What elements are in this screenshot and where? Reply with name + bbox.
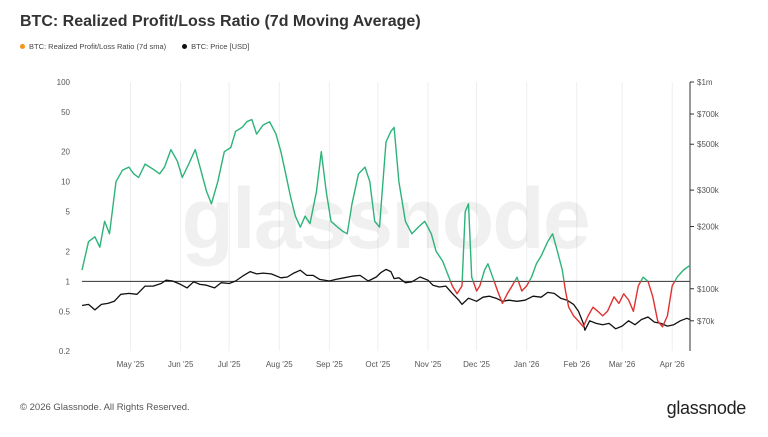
chart-title: BTC: Realized Profit/Loss Ratio (7d Movi… <box>20 13 421 30</box>
legend-dot-ratio <box>20 44 25 49</box>
y-right-tick-label: $70k <box>697 317 715 326</box>
series-layer <box>81 118 691 331</box>
y-right-tick-label: $700k <box>697 110 720 119</box>
x-tick-label: Jan '26 <box>514 360 540 369</box>
ratio-series-loss-segment <box>472 281 482 292</box>
ratio-series-loss-segment <box>493 280 516 305</box>
ratio-series-profit-segment <box>480 263 495 282</box>
ratio-series-profit-segment <box>514 276 520 282</box>
y-right-tick-label: $200k <box>697 223 720 232</box>
y-right-tick-label: $300k <box>697 186 720 195</box>
y-left-tick-label: 100 <box>57 78 71 87</box>
legend-item-ratio[interactable]: BTC: Realized Profit/Loss Ratio (7d sma) <box>20 42 166 51</box>
x-tick-label: Nov '25 <box>415 360 442 369</box>
ratio-series-loss-segment <box>647 280 676 328</box>
ratio-series-profit-segment <box>461 203 474 282</box>
x-tick-label: Aug '25 <box>266 360 293 369</box>
x-tick-label: Oct '25 <box>365 360 391 369</box>
copyright-text: © 2026 Glassnode. All Rights Reserved. <box>20 402 190 413</box>
y-left-tick-label: 20 <box>61 148 70 157</box>
legend-dot-price <box>182 44 188 49</box>
x-tick-label: Apr '26 <box>660 360 686 369</box>
y-left-tick-label: 1 <box>66 277 71 286</box>
x-tick-label: May '25 <box>117 360 145 369</box>
chart-legend: BTC: Realized Profit/Loss Ratio (7d sma)… <box>20 42 249 51</box>
y-right-tick-label: $1m <box>697 78 713 87</box>
ratio-series-loss-segment <box>449 281 463 295</box>
y-left-tick-label: 0.2 <box>59 347 71 356</box>
x-tick-label: Jul '25 <box>218 360 241 369</box>
x-tick-label: Jun '25 <box>168 360 194 369</box>
y-left-tick-label: 10 <box>61 178 70 187</box>
x-tick-label: Mar '26 <box>609 360 636 369</box>
y-right-tick-label: $100k <box>697 285 720 294</box>
ratio-series-loss-segment <box>517 280 530 292</box>
ratio-series-profit-segment <box>528 233 565 282</box>
ratio-series-profit-segment <box>640 276 649 282</box>
grid-layer <box>130 82 673 351</box>
ratio-series-loss-segment <box>563 280 642 328</box>
x-tick-label: Dec '25 <box>463 360 490 369</box>
price-series-line <box>81 268 691 331</box>
y-left-tick-label: 50 <box>61 108 70 117</box>
ratio-series-profit-segment <box>81 118 452 282</box>
y-left-tick-label: 5 <box>66 208 71 217</box>
x-tick-label: Feb '26 <box>564 360 591 369</box>
x-tick-label: Sep '25 <box>316 360 343 369</box>
legend-item-price[interactable]: BTC: Price [USD] <box>182 42 249 51</box>
glassnode-logo[interactable]: glassnode <box>666 398 747 418</box>
legend-label-price: BTC: Price [USD] <box>191 42 250 51</box>
axis-layer: May '25 Jun '25 Jul '25 Aug '25 Sep '25 Oct '… <box>57 78 720 369</box>
legend-label-ratio: BTC: Realized Profit/Loss Ratio (7d sma) <box>29 42 167 51</box>
y-right-tick-label: $500k <box>697 140 720 149</box>
ratio-series-profit-segment <box>674 264 691 282</box>
y-left-tick-label: 2 <box>66 247 71 256</box>
watermark: glassnode <box>181 171 588 267</box>
y-left-tick-label: 0.5 <box>59 307 71 316</box>
